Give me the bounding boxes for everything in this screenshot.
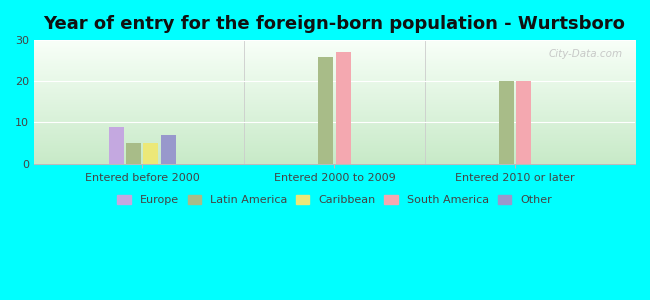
Bar	[161, 135, 176, 164]
Bar	[144, 143, 159, 164]
Bar	[499, 81, 514, 164]
Bar	[335, 52, 351, 164]
Bar	[109, 127, 124, 164]
Bar	[318, 57, 333, 164]
Bar	[516, 81, 531, 164]
Title: Year of entry for the foreign-born population - Wurtsboro: Year of entry for the foreign-born popul…	[44, 15, 625, 33]
Bar	[126, 143, 141, 164]
Text: City-Data.com: City-Data.com	[549, 49, 623, 59]
Legend: Europe, Latin America, Caribbean, South America, Other: Europe, Latin America, Caribbean, South …	[113, 190, 556, 210]
